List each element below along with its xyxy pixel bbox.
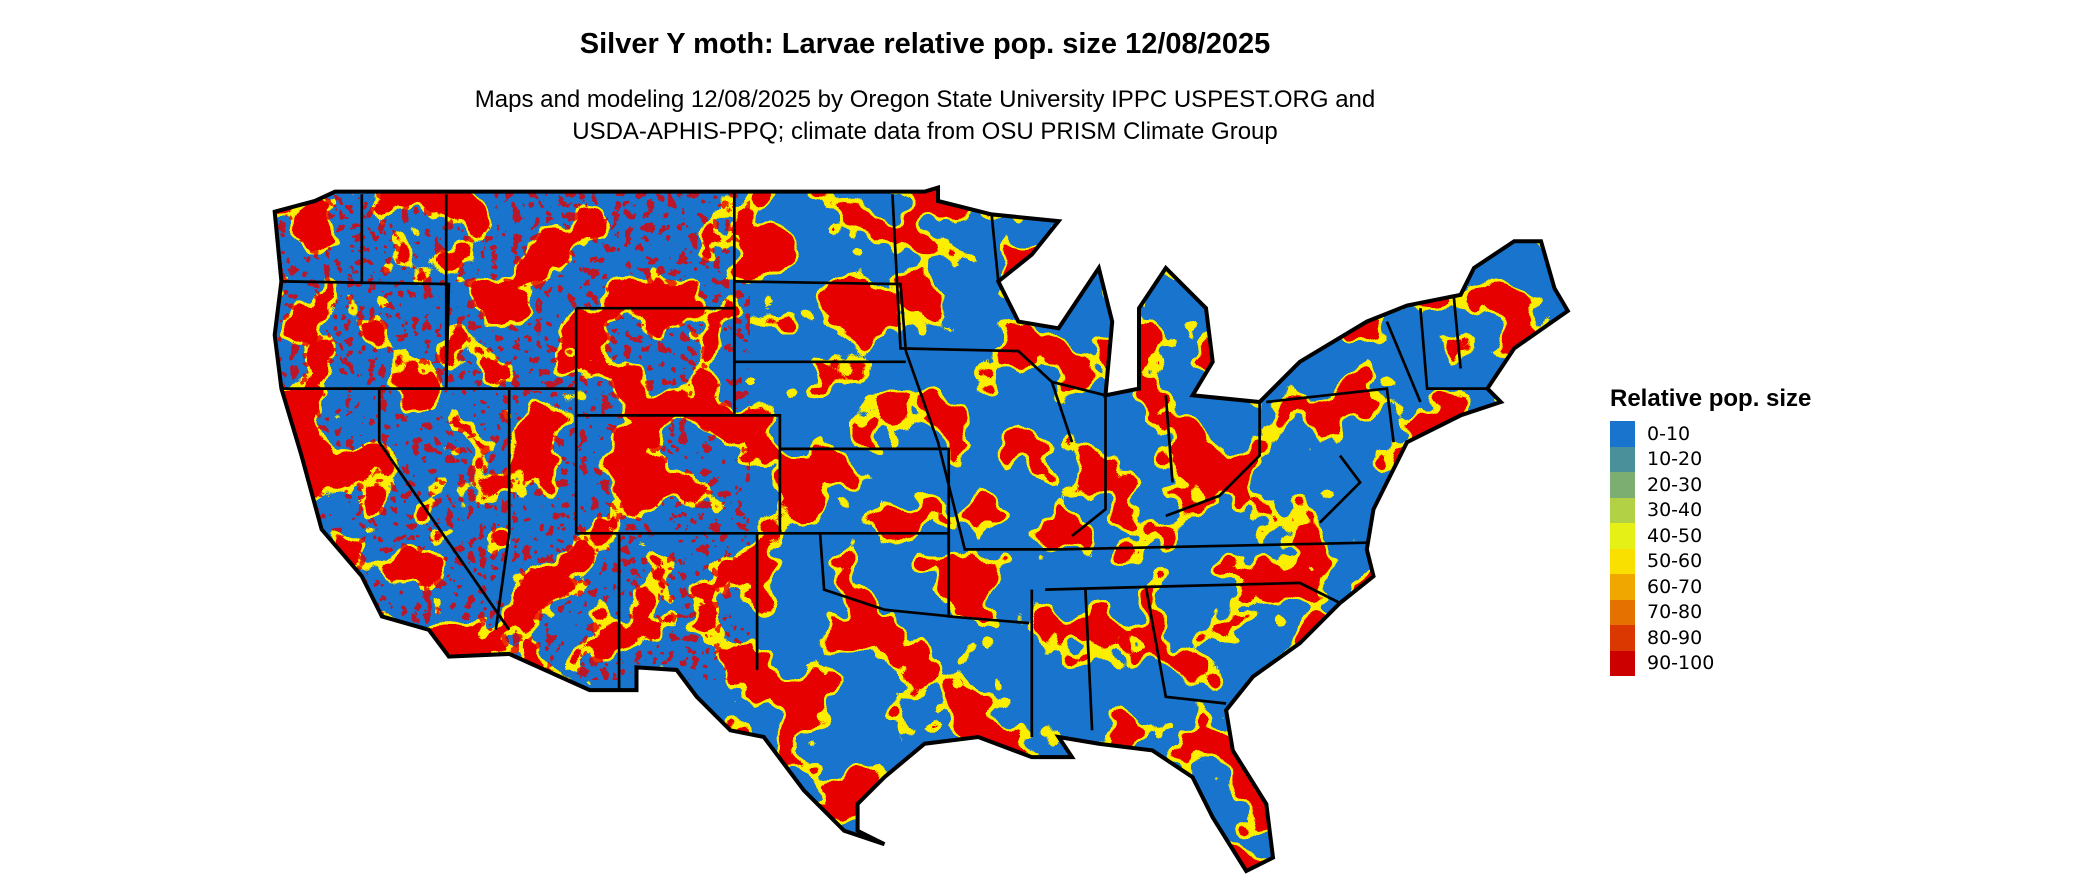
legend-label: 50-60 bbox=[1647, 550, 1703, 573]
legend-swatch bbox=[1610, 548, 1635, 574]
legend-swatch bbox=[1610, 446, 1635, 472]
subtitle-line-1: Maps and modeling 12/08/2025 by Oregon S… bbox=[474, 86, 1376, 113]
legend-item: 50-60 bbox=[1610, 548, 1811, 574]
map-title: Silver Y moth: Larvae relative pop. size… bbox=[579, 28, 1271, 60]
legend-label: 10-20 bbox=[1647, 448, 1703, 471]
legend-swatch bbox=[1610, 574, 1635, 600]
legend-item: 30-40 bbox=[1610, 497, 1811, 523]
legend-label: 90-100 bbox=[1647, 652, 1715, 675]
legend-swatch bbox=[1610, 497, 1635, 523]
legend-item: 70-80 bbox=[1610, 599, 1811, 625]
legend-label: 70-80 bbox=[1647, 601, 1703, 624]
legend-swatch bbox=[1610, 421, 1635, 447]
legend-item: 60-70 bbox=[1610, 574, 1811, 600]
legend-title: Relative pop. size bbox=[1610, 385, 1812, 412]
legend-label: 30-40 bbox=[1647, 499, 1703, 522]
legend-swatch bbox=[1610, 625, 1635, 651]
legend-item: 90-100 bbox=[1610, 650, 1811, 676]
map-subtitle: Maps and modeling 12/08/2025 by Oregon S… bbox=[0, 84, 1850, 148]
legend-items: 0-10 10-20 20-30 30-40 40-50 50-60 60-70 70-80 8… bbox=[1610, 421, 1811, 676]
legend-label: 80-90 bbox=[1647, 626, 1703, 649]
legend-label: 40-50 bbox=[1647, 524, 1703, 547]
legend-item: 20-30 bbox=[1610, 472, 1811, 498]
legend-swatch bbox=[1610, 650, 1635, 676]
legend-item: 40-50 bbox=[1610, 523, 1811, 549]
legend-item: 80-90 bbox=[1610, 625, 1811, 651]
legend-label: 0-10 bbox=[1647, 422, 1691, 445]
legend: Relative pop. size 0-10 10-20 20-30 30-40 40… bbox=[1610, 385, 1811, 676]
legend-item: 0-10 bbox=[1610, 421, 1811, 447]
legend-swatch bbox=[1610, 599, 1635, 625]
legend-label: 60-70 bbox=[1647, 575, 1703, 598]
map-fill bbox=[274, 187, 1568, 871]
legend-item: 10-20 bbox=[1610, 446, 1811, 472]
legend-swatch bbox=[1610, 523, 1635, 549]
legend-label: 20-30 bbox=[1647, 473, 1703, 496]
legend-swatch bbox=[1610, 472, 1635, 498]
state-borders bbox=[272, 184, 1571, 874]
subtitle-line-2: USDA-APHIS-PPQ; climate data from OSU PR… bbox=[572, 118, 1278, 145]
